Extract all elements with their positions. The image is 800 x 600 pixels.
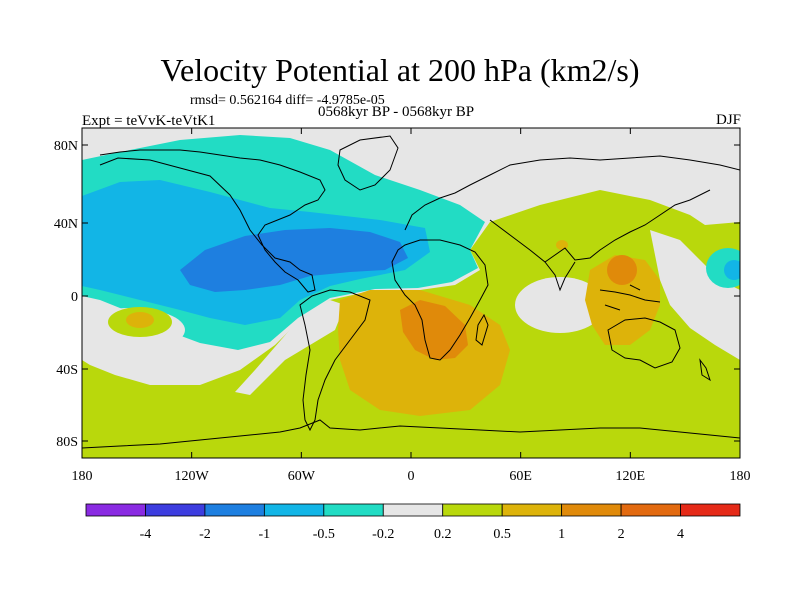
lat-tick-label: 80S bbox=[56, 435, 78, 450]
lon-tick-label: 60W bbox=[288, 469, 316, 484]
colorbar-level-label: -1 bbox=[259, 527, 271, 542]
coastlines bbox=[82, 135, 740, 449]
coast-india bbox=[544, 261, 576, 292]
colorbar-swatch bbox=[145, 503, 206, 517]
fill-eastpacific-lightblue bbox=[724, 260, 740, 280]
lon-tick-label: 120W bbox=[175, 469, 210, 484]
colorbar-level-label: -4 bbox=[140, 527, 152, 542]
lat-tick-label: 40S bbox=[56, 363, 78, 378]
colorbar-swatch bbox=[620, 503, 681, 517]
colorbar-level-label: 0.2 bbox=[434, 527, 452, 542]
coast-europe bbox=[404, 155, 740, 231]
stats-text: rmsd= 0.562164 diff= -4.9785e-05 bbox=[190, 93, 385, 108]
coast-south-america bbox=[299, 289, 371, 432]
fill-maritime-orange bbox=[607, 255, 637, 285]
coast-madagascar bbox=[475, 313, 489, 346]
colorbar-swatch bbox=[680, 503, 741, 517]
lat-tick-label: 0 bbox=[71, 290, 78, 305]
colorbar-swatch bbox=[85, 503, 146, 517]
coast-australia bbox=[607, 317, 681, 369]
coast-africa bbox=[391, 239, 489, 361]
lon-tick-label: 60E bbox=[509, 469, 532, 484]
colorbar-level-label: 2 bbox=[618, 527, 625, 542]
fill-maritime-yellow bbox=[585, 255, 660, 345]
contour-fills bbox=[82, 128, 740, 458]
coast-antarctica bbox=[82, 419, 740, 449]
colorbar-level-label: -2 bbox=[199, 527, 211, 542]
colorbar-level-label: -0.2 bbox=[372, 527, 394, 542]
experiment-label: Expt = teVvK-teVtK1 bbox=[82, 113, 216, 129]
coast-north-america bbox=[99, 149, 326, 293]
coast-greenland bbox=[337, 135, 399, 191]
fill-southpacific-yellow bbox=[126, 312, 154, 328]
fill-blue bbox=[180, 228, 408, 292]
latitude-axis: 80N 40N 0 40S 80S bbox=[54, 139, 740, 450]
colorbar-swatch bbox=[263, 503, 325, 517]
colorbar-level-label: 4 bbox=[677, 527, 684, 542]
colorbar-swatch bbox=[501, 503, 563, 517]
colorbar-level-label: -0.5 bbox=[313, 527, 335, 542]
colorbar-swatch bbox=[561, 503, 622, 517]
lon-tick-label: 180 bbox=[730, 469, 751, 484]
colorbar-level-label: 1 bbox=[558, 527, 565, 542]
lat-tick-label: 40N bbox=[54, 217, 78, 232]
colorbar-swatch bbox=[204, 503, 265, 517]
colorbar-level-label: 0.5 bbox=[493, 527, 511, 542]
lon-tick-label: 180 bbox=[72, 469, 93, 484]
lon-tick-label: 120E bbox=[616, 469, 646, 484]
colorbar-swatch bbox=[323, 503, 384, 517]
lat-tick-label: 80N bbox=[54, 139, 78, 154]
longitude-axis: 180 120W 60W 0 60E 120E 180 bbox=[72, 128, 751, 484]
colorbar-swatch bbox=[382, 503, 444, 517]
map-title: Velocity Potential at 200 hPa (km2/s) bbox=[160, 52, 640, 88]
coast-indonesia bbox=[599, 284, 661, 311]
period-label: 0568kyr BP - 0568kyr BP bbox=[318, 104, 475, 120]
season-label: DJF bbox=[715, 112, 741, 128]
colorbar: -4 -2 -1 -0.5 -0.2 0.2 0.5 1 2 4 bbox=[85, 503, 741, 542]
fill-arabia-yellow bbox=[556, 240, 568, 250]
colorbar-swatch bbox=[442, 503, 503, 517]
fill-atlantic-gray bbox=[235, 300, 345, 395]
coast-newzealand bbox=[699, 358, 711, 382]
fill-indian-gray bbox=[515, 277, 605, 333]
lon-tick-label: 0 bbox=[408, 469, 415, 484]
fill-africa-orange bbox=[400, 300, 468, 360]
fill-pacific-gray bbox=[650, 230, 740, 360]
coast-asia bbox=[489, 189, 711, 263]
